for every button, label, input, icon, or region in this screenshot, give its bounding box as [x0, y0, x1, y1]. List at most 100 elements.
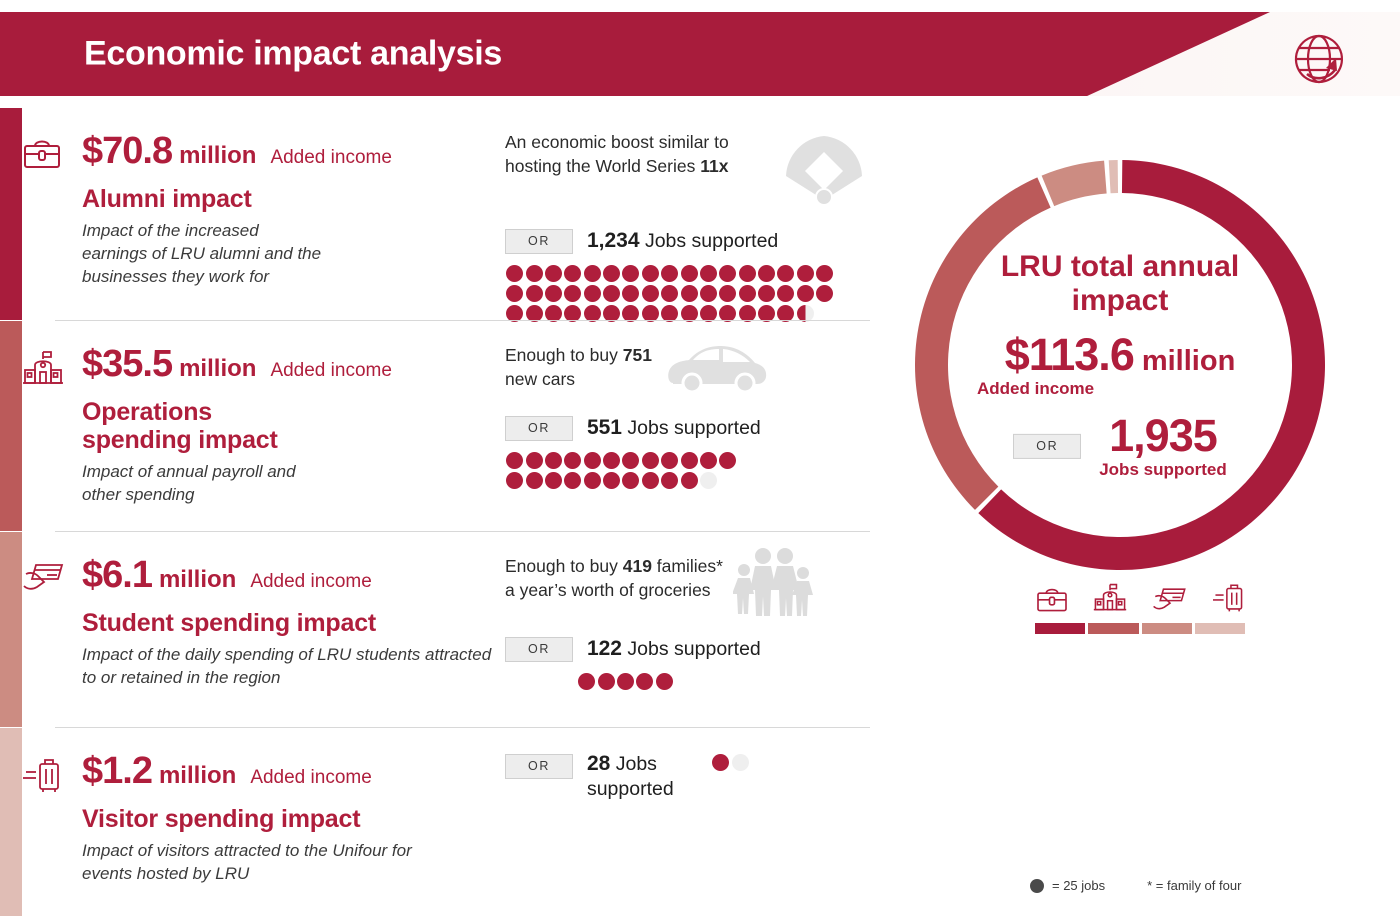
row-jobs-number: 551: [586, 416, 622, 440]
job-dot: [796, 265, 814, 282]
job-dot: [506, 305, 524, 322]
impact-row-visitor: $1.2 million Added income Visitor spendi…: [0, 728, 890, 916]
row-left-column: $6.1 million Added income Student spendi…: [0, 532, 505, 727]
credit-card-hand-icon: [1152, 585, 1188, 618]
job-dot: [506, 472, 524, 489]
row-accent-bar: [0, 728, 22, 916]
row-amount-unit: million: [158, 762, 237, 789]
row-amount-unit: million: [179, 355, 257, 382]
row-description: Impact of the daily spending of LRU stud…: [82, 645, 492, 687]
row-title: Operations spending impact: [82, 398, 278, 454]
row-amount: $35.5: [82, 343, 173, 385]
or-badge: OR: [505, 416, 573, 441]
job-dot: [603, 265, 621, 282]
job-dot: [796, 305, 814, 322]
row-jobs-label: Jobs supported: [586, 753, 674, 801]
row-amount-unit: million: [179, 142, 257, 169]
row-amount-label: Added income: [250, 571, 372, 592]
job-dot: [758, 305, 776, 322]
impact-row-operations: $35.5 million Added income Operations sp…: [0, 321, 890, 531]
row-jobs-text: 122 Jobs supported: [587, 637, 761, 661]
job-dot: [544, 285, 562, 302]
campus-building-icon: [22, 343, 68, 392]
row-divider: [55, 727, 870, 728]
job-dot: [699, 305, 717, 322]
row-middle-column: OR 28 Jobs supported: [505, 728, 890, 916]
job-dot: [506, 452, 524, 469]
donut-segment-alumni: [978, 160, 1325, 570]
row-jobs-label: Jobs supported: [644, 230, 779, 253]
job-dot: [622, 285, 640, 302]
row-jobs-text: 551 Jobs supported: [587, 416, 761, 440]
job-dot: [719, 452, 737, 469]
row-amount: $70.8: [82, 130, 173, 172]
row-amount-label: Added income: [270, 147, 392, 168]
job-dot: [699, 452, 717, 469]
job-dot: [680, 285, 698, 302]
briefcase-icon: [1035, 585, 1069, 618]
donut-title: LRU total annual impact: [1000, 249, 1240, 317]
job-dot: [661, 472, 679, 489]
job-dot: [699, 285, 717, 302]
row-middle-column: Enough to buy 419 families* a year’s wort…: [505, 532, 890, 727]
donut-legend: [1035, 580, 1245, 634]
row-amount: $1.2: [82, 750, 153, 792]
row-title: Alumni impact: [82, 185, 252, 213]
row-jobs-number: 1,234: [586, 229, 640, 253]
row-jobs-text: 28 Jobs supported: [587, 750, 697, 803]
row-jobs-label: Jobs supported: [627, 417, 761, 440]
job-dot: [719, 305, 737, 322]
footnote-asterisk-legend: * = family of four: [1147, 878, 1242, 893]
donut-amount-label: Added income: [977, 379, 1095, 399]
row-description: Impact of the increased earnings of LRU …: [82, 221, 322, 286]
row-jobs-label: Jobs supported: [627, 638, 761, 661]
donut-jobs-label: Jobs supported: [1099, 460, 1227, 480]
donut-center-labels: LRU total annual impact $113.6 million A…: [955, 250, 1285, 480]
donut-or-badge: OR: [1013, 434, 1082, 459]
impact-row-alumni: $70.8 million Added income Alumni impact…: [0, 108, 890, 322]
legend-dot-icon: [1030, 878, 1044, 893]
luggage-icon: [1212, 582, 1245, 618]
job-dot: [564, 452, 582, 469]
row-middle-column: Enough to buy 751 new cars: [505, 321, 890, 531]
job-dot: [603, 452, 621, 469]
job-dot: [622, 452, 640, 469]
footnote-dot-legend: = 25 jobs: [1052, 878, 1106, 893]
job-dot: [597, 673, 615, 690]
baseball-diamond-icon: [783, 130, 865, 215]
header-red-banner: [0, 12, 1270, 96]
legend-color-swatch: [1194, 623, 1245, 634]
row-left-column: $70.8 million Added income Alumni impact…: [0, 108, 505, 320]
row-amount-label: Added income: [270, 360, 392, 381]
row-dot-chart: [711, 752, 750, 772]
job-dot: [699, 265, 717, 282]
row-accent-bar: [0, 108, 22, 320]
job-dot: [680, 472, 698, 489]
job-dot: [525, 472, 543, 489]
row-description: Impact of annual payroll and other spend…: [82, 462, 296, 504]
legend-icon-row: [1035, 580, 1245, 618]
job-dot: [816, 265, 834, 282]
row-left-column: $1.2 million Added income Visitor spendi…: [0, 728, 505, 916]
job-dot: [712, 753, 730, 771]
row-title: Visitor spending impact: [82, 805, 361, 833]
job-dot: [641, 265, 659, 282]
legend-color-bars: [1035, 623, 1245, 634]
row-amount: $6.1: [82, 554, 153, 596]
job-dot: [796, 285, 814, 302]
job-dot: [636, 673, 654, 690]
job-dot: [544, 452, 562, 469]
donut-svg: [915, 160, 1325, 570]
donut-segment-operations: [915, 177, 1051, 510]
globe-arrow-icon: [1290, 30, 1348, 93]
job-dot: [699, 472, 717, 489]
donut-segment-visitor: [1108, 160, 1119, 194]
job-dot: [641, 285, 659, 302]
job-dot: [758, 265, 776, 282]
job-dot: [661, 452, 679, 469]
footnote: = 25 jobs * = family of four: [1030, 878, 1241, 893]
job-dot: [564, 305, 582, 322]
job-dot: [525, 452, 543, 469]
legend-color-swatch: [1088, 623, 1139, 634]
